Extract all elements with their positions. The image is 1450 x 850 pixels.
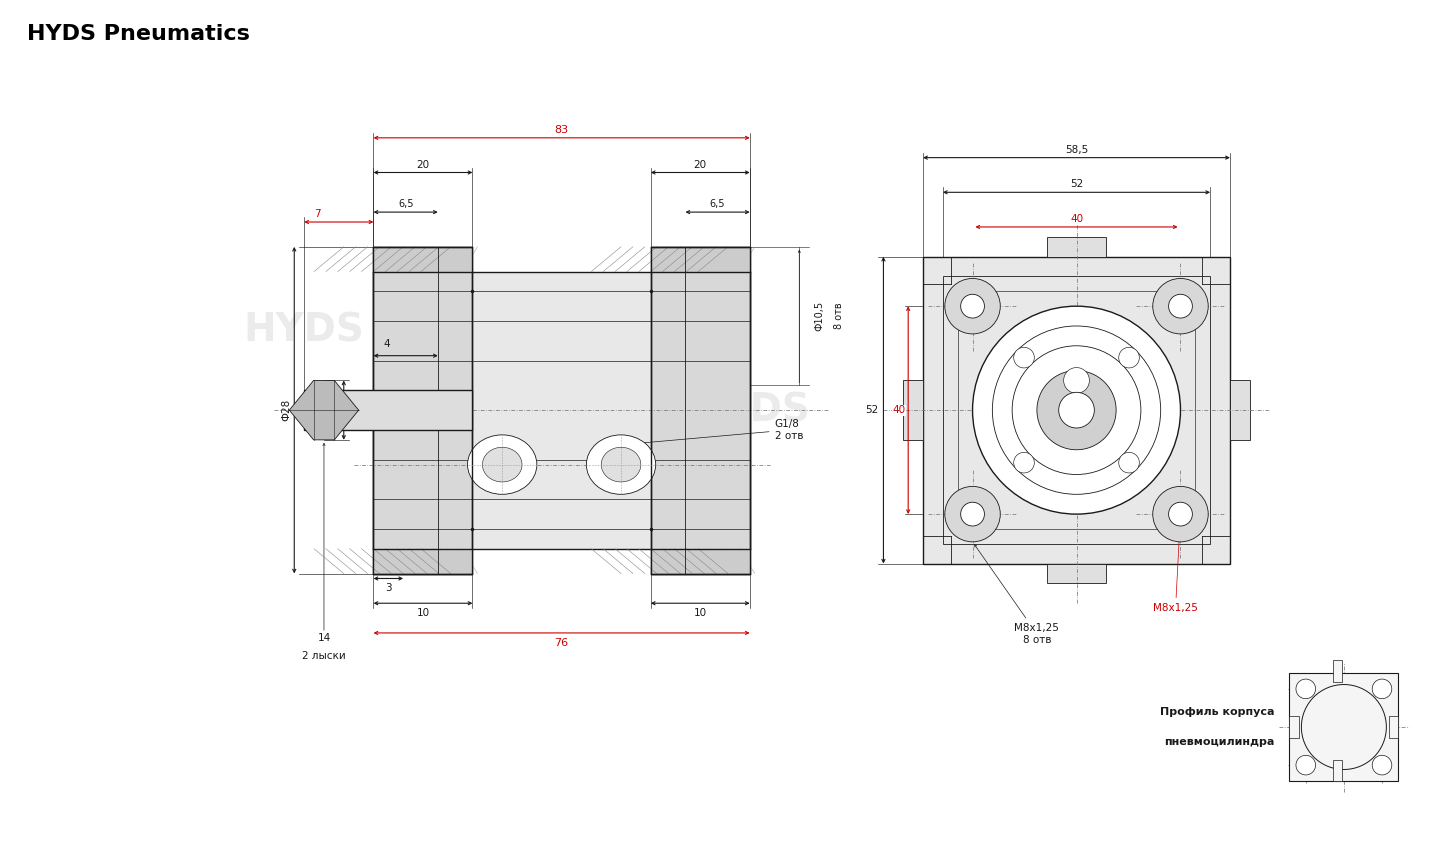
Circle shape: [1119, 348, 1140, 368]
Circle shape: [1296, 679, 1315, 699]
Text: HYDS: HYDS: [244, 312, 364, 350]
Text: пневмоцилиндра: пневмоцилиндра: [1164, 737, 1275, 747]
Circle shape: [1153, 279, 1208, 334]
Circle shape: [1372, 679, 1392, 699]
Bar: [374, 246, 473, 574]
Ellipse shape: [467, 435, 536, 495]
Text: 14: 14: [318, 633, 331, 643]
Circle shape: [945, 279, 1000, 334]
Text: 8 отв: 8 отв: [834, 303, 844, 330]
Text: G1/8
2 отв: G1/8 2 отв: [625, 419, 803, 445]
Text: Ф16: Ф16: [331, 399, 341, 422]
Bar: [1047, 237, 1106, 257]
Circle shape: [961, 502, 985, 526]
Text: HYDS: HYDS: [689, 391, 811, 429]
Text: Ф10,5: Ф10,5: [813, 301, 824, 332]
Circle shape: [1064, 367, 1089, 394]
Bar: [1047, 564, 1106, 583]
Text: 40: 40: [892, 405, 905, 415]
Circle shape: [1169, 294, 1192, 318]
Text: Ф28: Ф28: [281, 399, 291, 422]
Text: 83: 83: [554, 125, 568, 135]
Text: M8x1,25: M8x1,25: [1153, 518, 1198, 613]
Text: 10: 10: [693, 609, 706, 618]
Bar: [374, 390, 473, 430]
Circle shape: [1037, 371, 1116, 450]
Circle shape: [1169, 502, 1192, 526]
Ellipse shape: [483, 447, 522, 482]
Polygon shape: [374, 246, 473, 271]
Bar: [1289, 716, 1299, 738]
Bar: [1289, 672, 1398, 781]
Circle shape: [961, 294, 985, 318]
Text: 20: 20: [416, 160, 429, 169]
Bar: [1389, 716, 1398, 738]
Circle shape: [1058, 393, 1095, 428]
Bar: [374, 271, 750, 549]
Polygon shape: [651, 549, 750, 574]
Ellipse shape: [602, 447, 641, 482]
Text: 40: 40: [1070, 214, 1083, 224]
Circle shape: [1372, 756, 1392, 775]
Text: 6,5: 6,5: [710, 199, 725, 209]
Circle shape: [1014, 348, 1034, 368]
Polygon shape: [651, 246, 750, 271]
Text: HYDS: HYDS: [1076, 388, 1215, 432]
Bar: [942, 276, 1211, 544]
Text: Профиль корпуса: Профиль корпуса: [1160, 707, 1275, 717]
Text: 6,5: 6,5: [397, 199, 413, 209]
Text: M8x1,25
8 отв: M8x1,25 8 отв: [974, 545, 1060, 644]
Circle shape: [1014, 452, 1034, 473]
Bar: [374, 246, 473, 574]
Bar: [304, 390, 473, 430]
Text: 58,5: 58,5: [1064, 144, 1088, 155]
Circle shape: [1153, 486, 1208, 541]
Bar: [651, 246, 750, 574]
Text: 4: 4: [383, 339, 390, 348]
Text: 3: 3: [386, 583, 392, 593]
Bar: [1333, 660, 1343, 682]
Bar: [1333, 760, 1343, 781]
Text: 20: 20: [693, 160, 706, 169]
Text: 10: 10: [416, 609, 429, 618]
Circle shape: [1119, 452, 1140, 473]
Text: 7: 7: [315, 209, 320, 219]
Polygon shape: [374, 549, 473, 574]
Circle shape: [973, 306, 1180, 514]
Circle shape: [945, 486, 1000, 541]
Bar: [903, 381, 924, 439]
Bar: [651, 246, 750, 574]
Circle shape: [1296, 756, 1315, 775]
Text: 76: 76: [554, 638, 568, 648]
Polygon shape: [290, 381, 358, 439]
Text: 52: 52: [1070, 179, 1083, 190]
Text: HYDS Pneumatics: HYDS Pneumatics: [28, 24, 249, 44]
Ellipse shape: [586, 435, 655, 495]
Bar: [924, 257, 1230, 564]
Bar: [1230, 381, 1250, 439]
Text: 52: 52: [866, 405, 879, 415]
Text: 2 лыски: 2 лыски: [302, 651, 347, 660]
